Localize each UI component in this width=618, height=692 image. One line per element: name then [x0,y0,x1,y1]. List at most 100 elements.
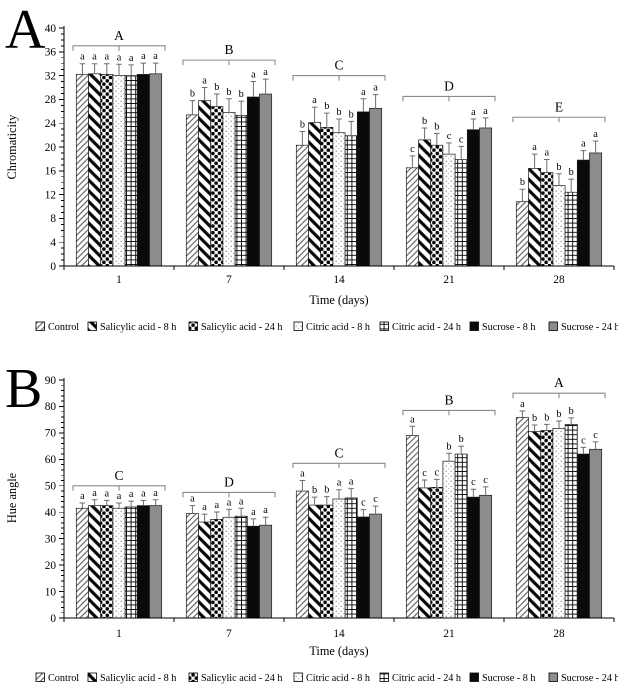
bar-salicylic-acid-24-h-day1 [100,505,114,619]
error-bar [214,93,220,107]
sig-letter: a [80,491,85,502]
legend-item: Control [35,672,79,684]
x-tick-label: 28 [553,628,565,640]
bar-citric-acid-8-h-day14 [332,132,346,267]
error-bar [348,488,354,498]
x-tick-label: 14 [333,628,345,640]
bar-citric-acid-24-h-day14 [344,497,358,619]
legend-swatch-stipple-dots [293,321,303,331]
sig-letter: b [446,441,451,452]
legend-swatch-solid-gray [548,321,558,331]
legend-item: Salicylic acid - 24 h [188,321,282,333]
error-bar [128,64,134,76]
sig-letter: c [435,467,440,478]
bar-control-day7 [185,114,199,267]
legend-item: Sucrose - 24 h [548,321,618,333]
legend-swatch-grid-check [379,672,389,682]
legend-label: Citric acid - 24 h [392,673,461,684]
group-bracket-label: C [114,468,123,483]
sig-letter: b [324,101,329,112]
bar-control-day28 [515,201,529,267]
legend-label: Salicylic acid - 8 h [100,322,176,333]
error-bar [189,505,196,514]
group-bracket-label: B [224,42,233,57]
panel-label: A [5,0,46,61]
y-tick-label: 90 [45,375,57,387]
bar-sucrose-8-h-day7 [246,525,260,619]
bar-citric-acid-24-h-day7 [234,515,248,619]
y-tick-label: 70 [45,428,57,440]
sig-letter: b [226,87,231,98]
sig-letter: a [105,52,110,63]
legend-swatch-polka-dots-black [188,672,198,682]
error-bar [519,410,526,418]
error-bar [324,496,330,506]
sig-letter: a [105,488,110,499]
group-bracket-label: C [334,445,343,460]
sig-letter: a [520,399,525,410]
error-bar [372,505,379,515]
sig-letter: c [471,477,476,488]
error-bar [458,445,464,455]
error-bar [556,173,562,186]
sig-letter: c [410,144,415,155]
error-bar [201,513,208,523]
error-bar [104,63,110,75]
y-tick-label: 8 [50,213,56,225]
bar-control-day28 [515,417,529,619]
x-tick-label: 21 [443,274,454,286]
sig-letter: c [422,468,427,479]
bar-sucrose-24-h-day21 [479,494,493,619]
sig-letter: c [483,475,488,486]
legend-label: Salicylic acid - 24 h [201,322,282,333]
error-bar [152,62,159,74]
sig-letter: b [239,89,244,100]
error-bar [201,87,208,101]
bar-sucrose-8-h-day21 [466,496,480,619]
sig-letter: b [434,121,439,132]
x-tick-label: 14 [333,274,345,286]
sig-letter: a [92,488,97,499]
legend-swatch-grid-check [379,321,389,331]
sig-letter: b [190,89,195,100]
legend-label: Control [48,673,79,684]
sig-letter: a [545,147,550,158]
sig-letter: a [581,139,586,150]
bar-control-day1 [75,74,89,267]
error-bar [421,479,428,488]
bar-control-day14 [295,490,309,619]
group-bracket [512,392,606,399]
error-bar [311,106,318,123]
sig-letter: a [471,107,476,118]
sig-letter: b [300,120,305,131]
error-bar [592,140,599,153]
error-bar [250,518,257,527]
error-bar [544,158,550,173]
bar-sucrose-8-h-day28 [576,453,590,619]
sig-letter: a [337,478,342,489]
sig-letter: a [263,67,268,78]
error-bar [262,516,269,526]
error-bar [531,424,538,432]
bar-control-day14 [295,144,309,267]
error-bar [104,499,110,506]
bar-sucrose-8-h-day1 [136,505,150,619]
sig-letter: a [251,507,256,518]
legend-swatch-solid-black [469,672,479,682]
group-bracket-label: B [444,392,453,407]
sig-letter: a [129,53,134,64]
legend-label: Salicylic acid - 24 h [201,673,282,684]
sig-letter: a [215,500,220,511]
bar-salicylic-acid-24-h-day28 [540,430,554,619]
error-bar [311,496,318,506]
bar-citric-acid-8-h-day21 [442,153,456,267]
sig-letter: c [373,494,378,505]
group-bracket [402,95,496,102]
error-bar [91,63,98,74]
bar-sucrose-8-h-day14 [356,111,370,267]
bar-salicylic-acid-8-h-day21 [418,139,432,267]
legend-label: Salicylic acid - 8 h [100,673,176,684]
error-bar [238,507,244,517]
error-bar [336,118,342,133]
